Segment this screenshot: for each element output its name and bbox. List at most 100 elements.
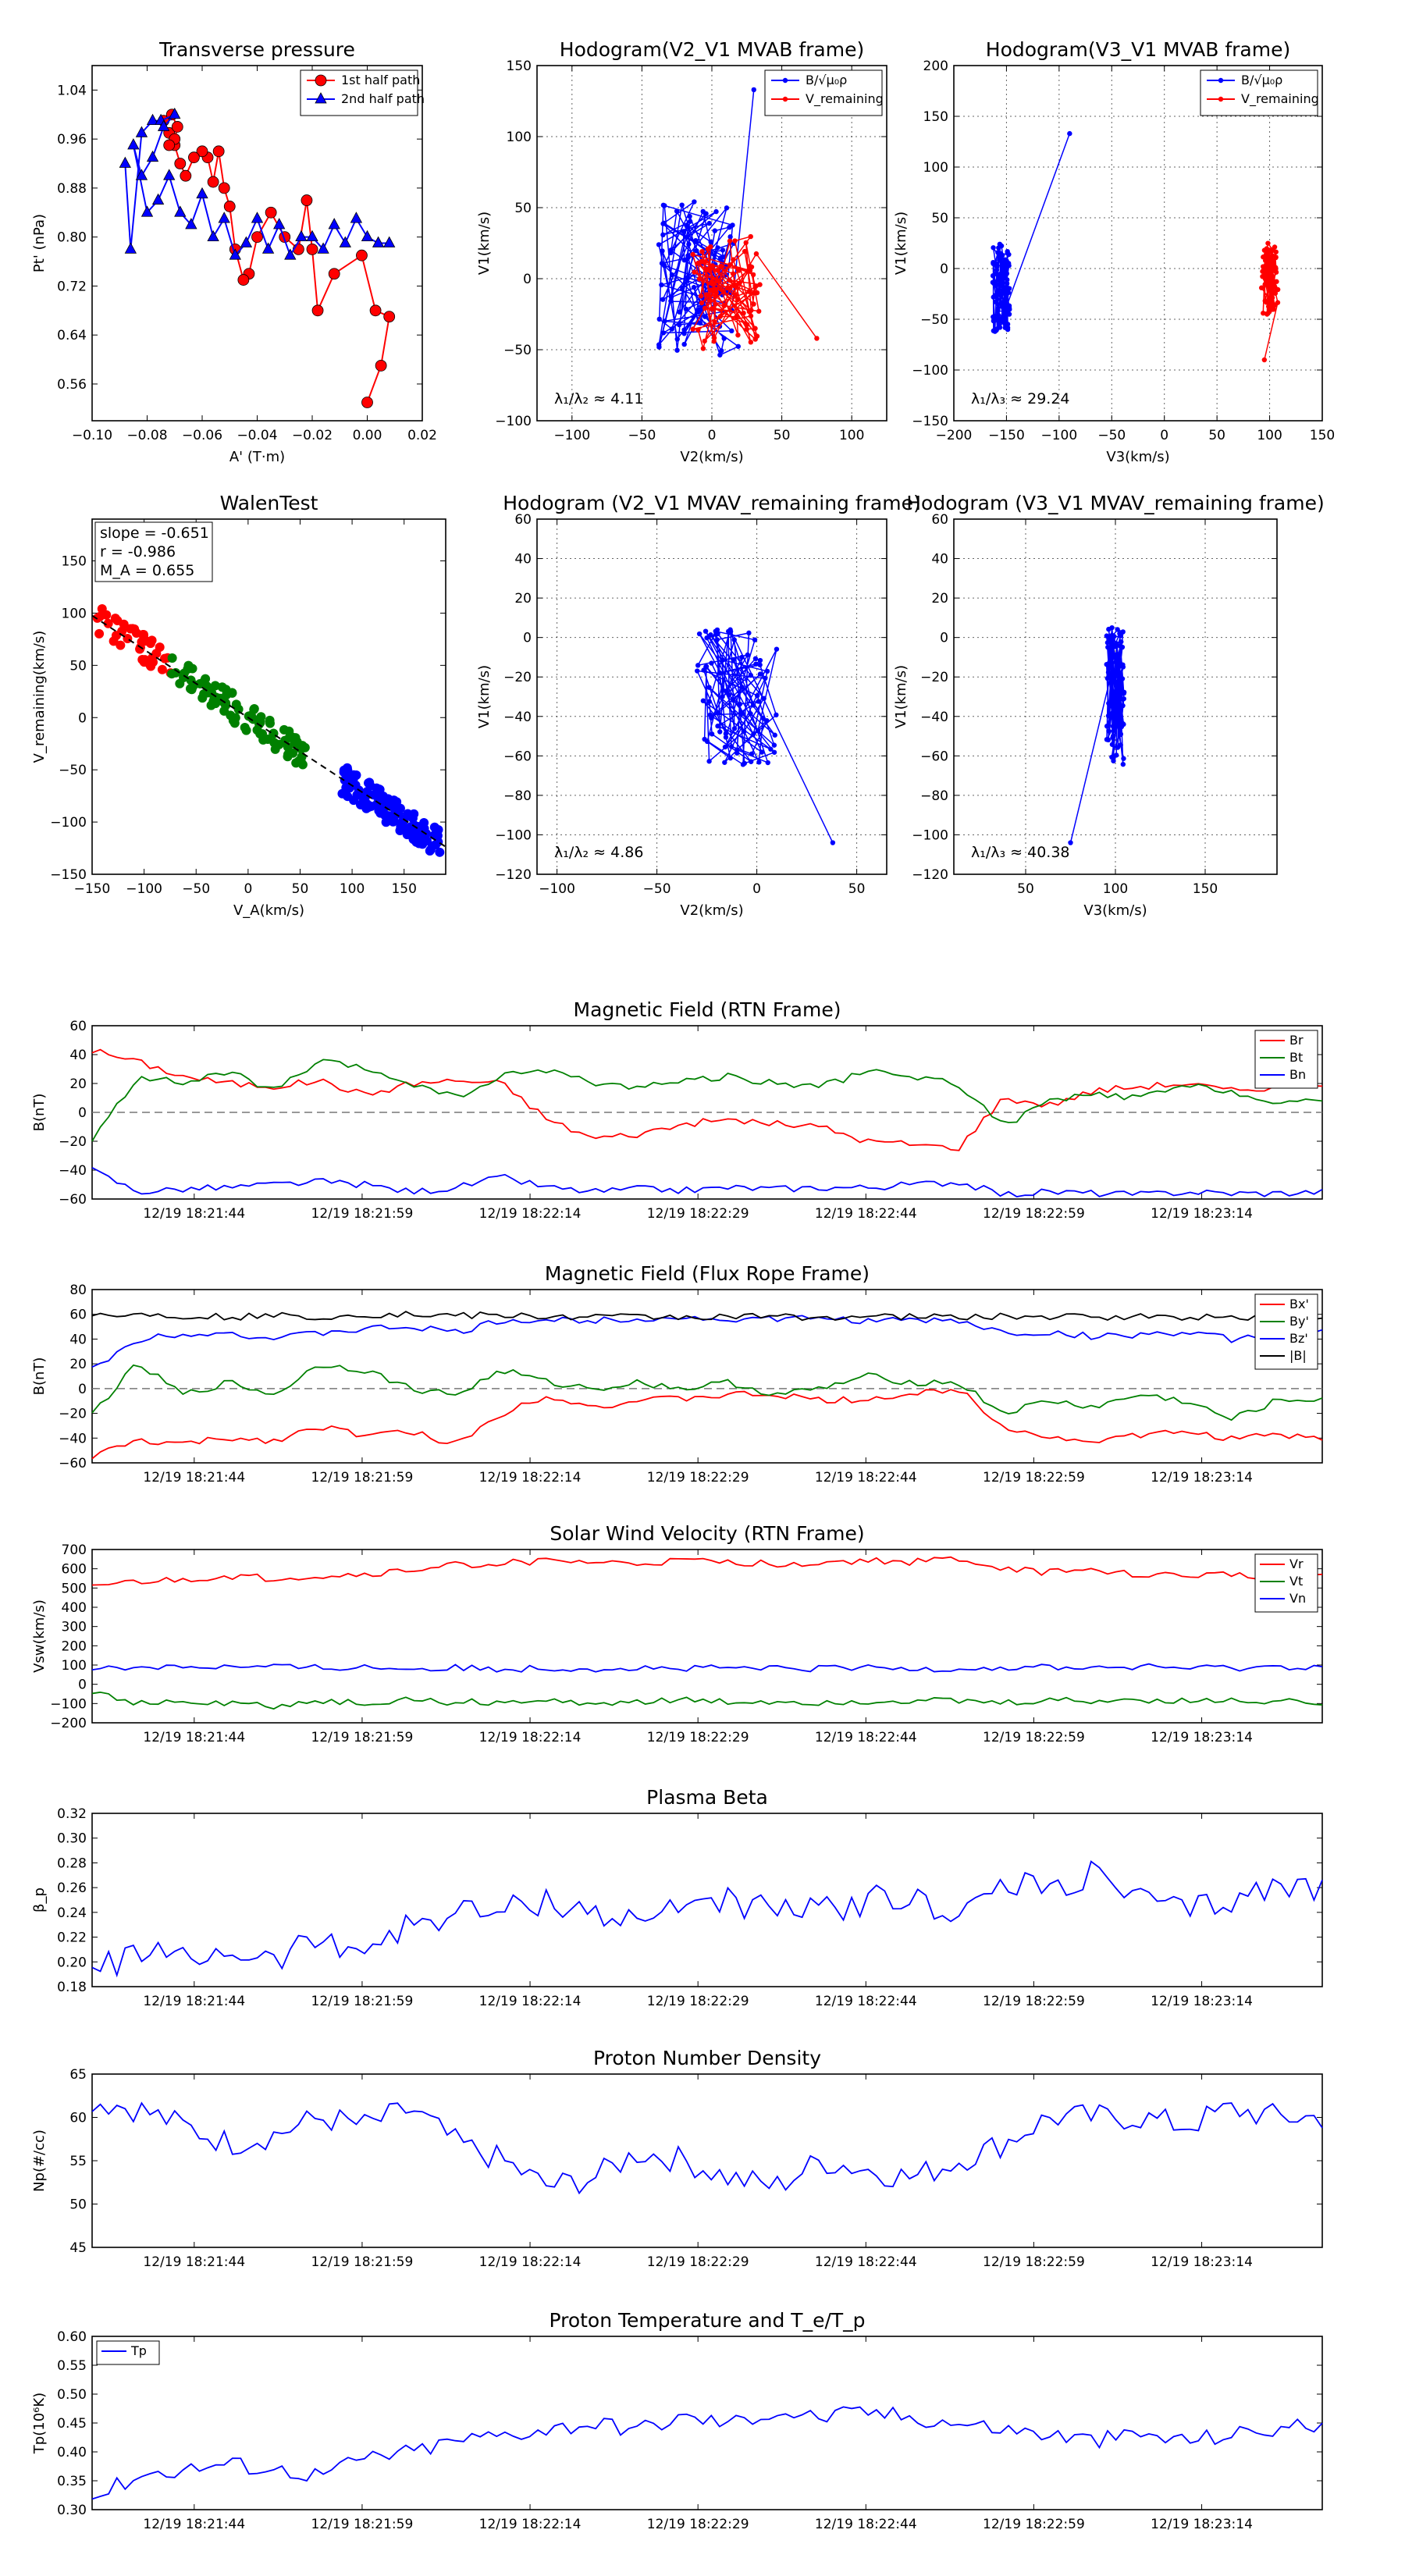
y-tick-label: 0	[78, 1678, 87, 1693]
walen-ylabel: V_remaining(km/s)	[31, 631, 48, 763]
eigenvalue-ratio: λ₁/λ₃ ≈ 40.38	[971, 844, 1070, 861]
data-point	[735, 297, 741, 302]
data-point	[830, 840, 836, 845]
chart-tp: Proton Temperature and T_e/T_p 0.30 0.35 0.…	[31, 2309, 1323, 2532]
data-point	[771, 749, 777, 755]
data-point	[717, 670, 723, 676]
data-point	[756, 760, 762, 765]
data-point	[233, 704, 244, 714]
y-tick-label: −40	[59, 1163, 87, 1179]
x-tick-label: 12/19 18:21:59	[311, 1730, 414, 1745]
data-point	[137, 655, 148, 665]
data-point	[348, 774, 358, 785]
data-point	[249, 704, 259, 714]
data-point	[709, 731, 715, 737]
y-tick-label: 0.32	[57, 1806, 87, 1822]
y-tick-label: 50	[69, 2197, 87, 2213]
data-point	[1273, 254, 1279, 261]
data-point	[755, 728, 761, 734]
data-point	[361, 397, 373, 408]
data-point	[1270, 278, 1276, 283]
data-point	[356, 249, 368, 262]
y-tick-label: 0.30	[57, 1831, 87, 1847]
data-point	[1114, 753, 1119, 758]
data-point	[774, 712, 779, 718]
x-tick-label: 0	[1160, 428, 1168, 443]
data-point	[702, 259, 708, 265]
data-point	[1108, 646, 1114, 653]
y-tick-label: 0.60	[57, 2329, 87, 2345]
data-point	[720, 247, 726, 253]
y-tick-label: 100	[62, 1658, 87, 1674]
data-point	[201, 674, 211, 684]
data-point	[1001, 276, 1007, 281]
hodo_mvab_v3-title: Hodogram(V3_V1 MVAB frame)	[986, 38, 1290, 61]
data-point	[706, 220, 713, 226]
data-point	[717, 352, 723, 358]
x-tick-label: 50	[774, 428, 791, 443]
data-point	[1004, 258, 1009, 264]
x-tick-label: 12/19 18:22:29	[647, 2254, 749, 2270]
chart-transverse-pressure: Transverse pressure 0.56 0.64 0.72 0.80 0.88 0…	[31, 38, 437, 465]
data-point	[695, 327, 701, 333]
data-point	[771, 742, 777, 748]
data-point	[702, 338, 707, 344]
data-point	[717, 255, 724, 261]
data-point	[317, 242, 329, 254]
hodo_mvab_v2-xlabel: V2(km/s)	[680, 449, 743, 465]
y-tick-label: 0	[78, 1382, 87, 1397]
y-tick-label: −100	[495, 827, 532, 843]
y-tick-label: 20	[931, 591, 948, 607]
y-tick-label: 60	[931, 512, 948, 528]
data-point	[713, 208, 719, 215]
y-tick-label: 100	[62, 606, 87, 621]
data-point	[699, 300, 705, 306]
legend-label: Bn	[1289, 1067, 1306, 1082]
data-point	[369, 304, 382, 317]
x-tick-label: −100	[539, 881, 575, 897]
data-point	[699, 248, 705, 254]
x-tick-label: 12/19 18:22:44	[815, 2254, 917, 2270]
y-tick-label: 500	[62, 1581, 87, 1596]
pt-frame	[91, 65, 423, 422]
data-point	[315, 74, 327, 87]
data-point	[1120, 761, 1126, 767]
data-point	[746, 309, 752, 315]
data-point	[714, 637, 720, 642]
data-point	[681, 229, 686, 234]
data-point	[372, 236, 385, 247]
data-point	[740, 762, 746, 767]
data-point	[261, 242, 275, 254]
legend-box	[1254, 1553, 1318, 1613]
data-point	[698, 293, 704, 299]
data-point	[735, 343, 741, 349]
data-point	[656, 342, 662, 347]
data-point	[739, 685, 745, 690]
y-tick-label: 40	[514, 552, 532, 568]
data-point	[995, 307, 1001, 312]
data-point	[1104, 675, 1111, 681]
data-point	[991, 294, 996, 300]
data-point	[433, 837, 443, 847]
data-point	[731, 257, 736, 262]
data-point	[761, 696, 767, 701]
data-point	[127, 138, 140, 150]
data-point	[341, 783, 351, 793]
x-tick-label: 150	[1193, 881, 1218, 897]
data-point	[425, 845, 435, 856]
data-point	[708, 239, 713, 245]
data-point	[721, 303, 727, 309]
data-point	[704, 292, 710, 297]
x-tick-label: 12/19 18:22:44	[815, 1206, 917, 1222]
data-point	[727, 277, 732, 283]
data-point	[1120, 703, 1126, 709]
data-point	[402, 830, 412, 840]
data-point	[124, 242, 137, 254]
y-tick-label: 0	[78, 1105, 87, 1121]
data-point	[186, 675, 196, 685]
data-point	[999, 301, 1005, 306]
data-point	[708, 287, 714, 293]
x-tick-label: −150	[74, 881, 111, 897]
data-point	[754, 692, 760, 699]
